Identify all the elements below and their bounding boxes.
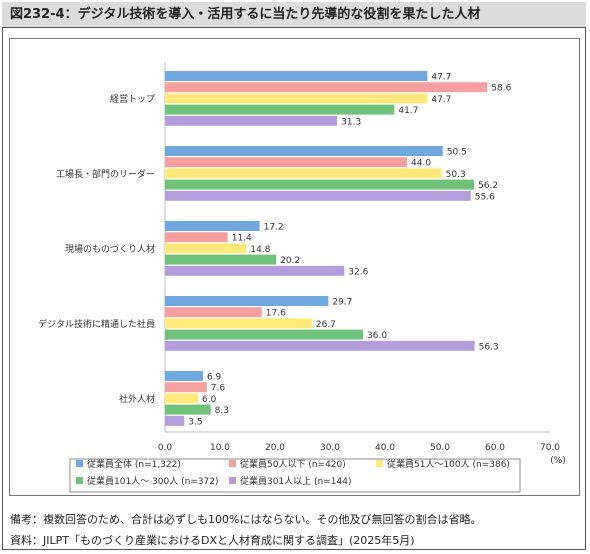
bar [165,393,198,404]
data-label: 29.7 [332,298,352,308]
legend-swatch [376,460,383,467]
category-label: 経営トップ [110,93,155,105]
legend-swatch [76,477,83,484]
data-label: 32.6 [348,267,368,277]
bar [165,371,203,381]
x-tick-label: 20.0 [265,443,285,453]
bar [165,243,247,254]
data-label: 50.5 [447,148,467,158]
bar [165,104,395,115]
bar [165,265,345,276]
category-label: 社外人材 [119,393,155,405]
bar [165,93,428,104]
data-label: 47.7 [431,95,451,105]
data-label: 7.6 [211,384,226,394]
data-label: 17.6 [266,309,286,319]
data-label: 11.4 [232,234,252,244]
x-tick-label: 10.0 [210,443,230,453]
data-label: 17.2 [264,223,284,233]
category-label: 現場のものづくり人材 [65,243,155,255]
legend-entry: 従業員全体 (n=1,322) [87,458,181,470]
bar [165,329,363,340]
x-tick-label: 0.0 [158,443,173,453]
bar [165,190,471,201]
bar [165,157,407,168]
legend-swatch [76,460,83,467]
bar [165,115,338,126]
data-label: 44.0 [411,159,431,169]
bar [165,404,211,415]
legend-entry: 従業員101人～ 300人 (n=372) [87,475,219,487]
data-label: 36.0 [367,331,387,341]
x-axis-unit: (%) [550,456,566,466]
data-label: 50.3 [446,170,466,180]
category-label: 工場長・部門のリーダー [56,168,155,180]
data-label: 31.3 [341,117,361,127]
x-tick-label: 60.0 [485,443,505,453]
data-label: 55.6 [475,192,495,202]
x-tick-label: 30.0 [320,443,340,453]
bar [165,146,443,156]
data-label: 58.6 [491,84,511,94]
legend-swatch [229,460,236,467]
bar [165,168,442,179]
chart-area [9,38,580,496]
category-label: デジタル技術に精通した社員 [38,318,155,330]
data-label: 6.9 [207,373,222,383]
bar [165,340,475,351]
bar [165,382,207,393]
data-label: 56.3 [479,342,499,352]
legend-entry: 従業員50人以下 (n=420) [240,458,346,470]
source-note: 資料：JILPT「ものづくり産業におけるDXと人材育成に関する調査」(2025年… [10,534,415,547]
bar [165,296,329,306]
bar [165,71,428,81]
bar [165,307,262,318]
x-tick-label: 70.0 [540,443,560,453]
data-label: 14.8 [250,245,270,255]
legend-entry: 従業員301人以上 (n=144) [240,475,352,487]
x-tick-label: 50.0 [430,443,450,453]
data-label: 3.5 [188,417,202,427]
bar [165,232,228,243]
legend-box [69,458,521,493]
data-label: 26.7 [316,320,336,330]
bar [165,221,260,231]
remarks-note: 備考：複数回答のため、合計は必ずしも100%にはならない。その他及び無回答の割合… [10,513,482,526]
data-label: 56.2 [478,181,498,191]
x-tick-label: 40.0 [375,443,395,453]
legend-entry: 従業員51人～100人 (n=386) [387,458,510,470]
data-label: 8.3 [215,406,229,416]
data-label: 20.2 [280,256,300,266]
bar [165,254,277,265]
data-label: 41.7 [398,106,418,116]
bar [165,415,185,426]
legend-swatch [229,477,236,484]
bar [165,82,488,93]
data-label: 47.7 [431,73,451,83]
figure-title: 図232-4：デジタル技術を導入・活用するに当たり先導的な役割を果たした人材 [2,2,586,28]
bar [165,318,312,329]
bar [165,179,475,190]
data-label: 6.0 [202,395,217,405]
